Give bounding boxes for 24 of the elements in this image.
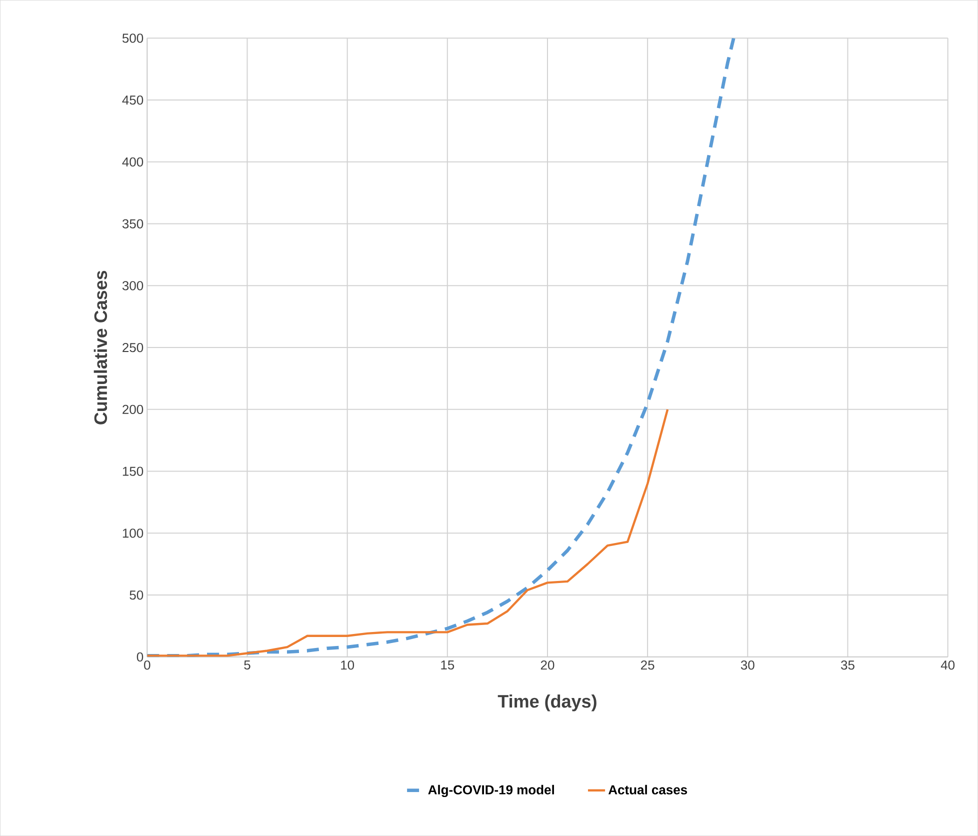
x-tick-label: 25 [641, 660, 654, 670]
y-tick-label: 400 [122, 157, 144, 167]
y-tick-label: 200 [122, 404, 144, 414]
y-tick-label: 0 [136, 652, 144, 662]
x-tick-label: 30 [740, 660, 754, 670]
y-tick-label: 150 [122, 466, 144, 476]
x-tick-label: 0 [144, 660, 150, 670]
y-tick-label: 300 [122, 281, 144, 290]
y-tick-label: 50 [130, 590, 144, 600]
x-tick-label: 5 [244, 660, 250, 670]
y-axis-title: Cumulative Cases [94, 270, 108, 424]
x-tick-label: 40 [940, 660, 955, 670]
y-tick-label: 350 [122, 219, 144, 228]
x-tick-label: 35 [841, 660, 854, 670]
x-axis-title: Time (days) [498, 694, 596, 712]
x-tick-label: 10 [341, 660, 354, 670]
legend-label: Alg-COVID-19 model [428, 784, 554, 798]
y-tick-label: 500 [122, 34, 144, 43]
x-tick-label: 20 [540, 660, 554, 670]
y-tick-label: 450 [122, 95, 144, 105]
x-tick-label: 15 [441, 660, 454, 670]
y-tick-label: 100 [122, 528, 144, 538]
y-tick-label: 250 [122, 342, 144, 352]
legend-label: Actual cases [608, 784, 688, 794]
